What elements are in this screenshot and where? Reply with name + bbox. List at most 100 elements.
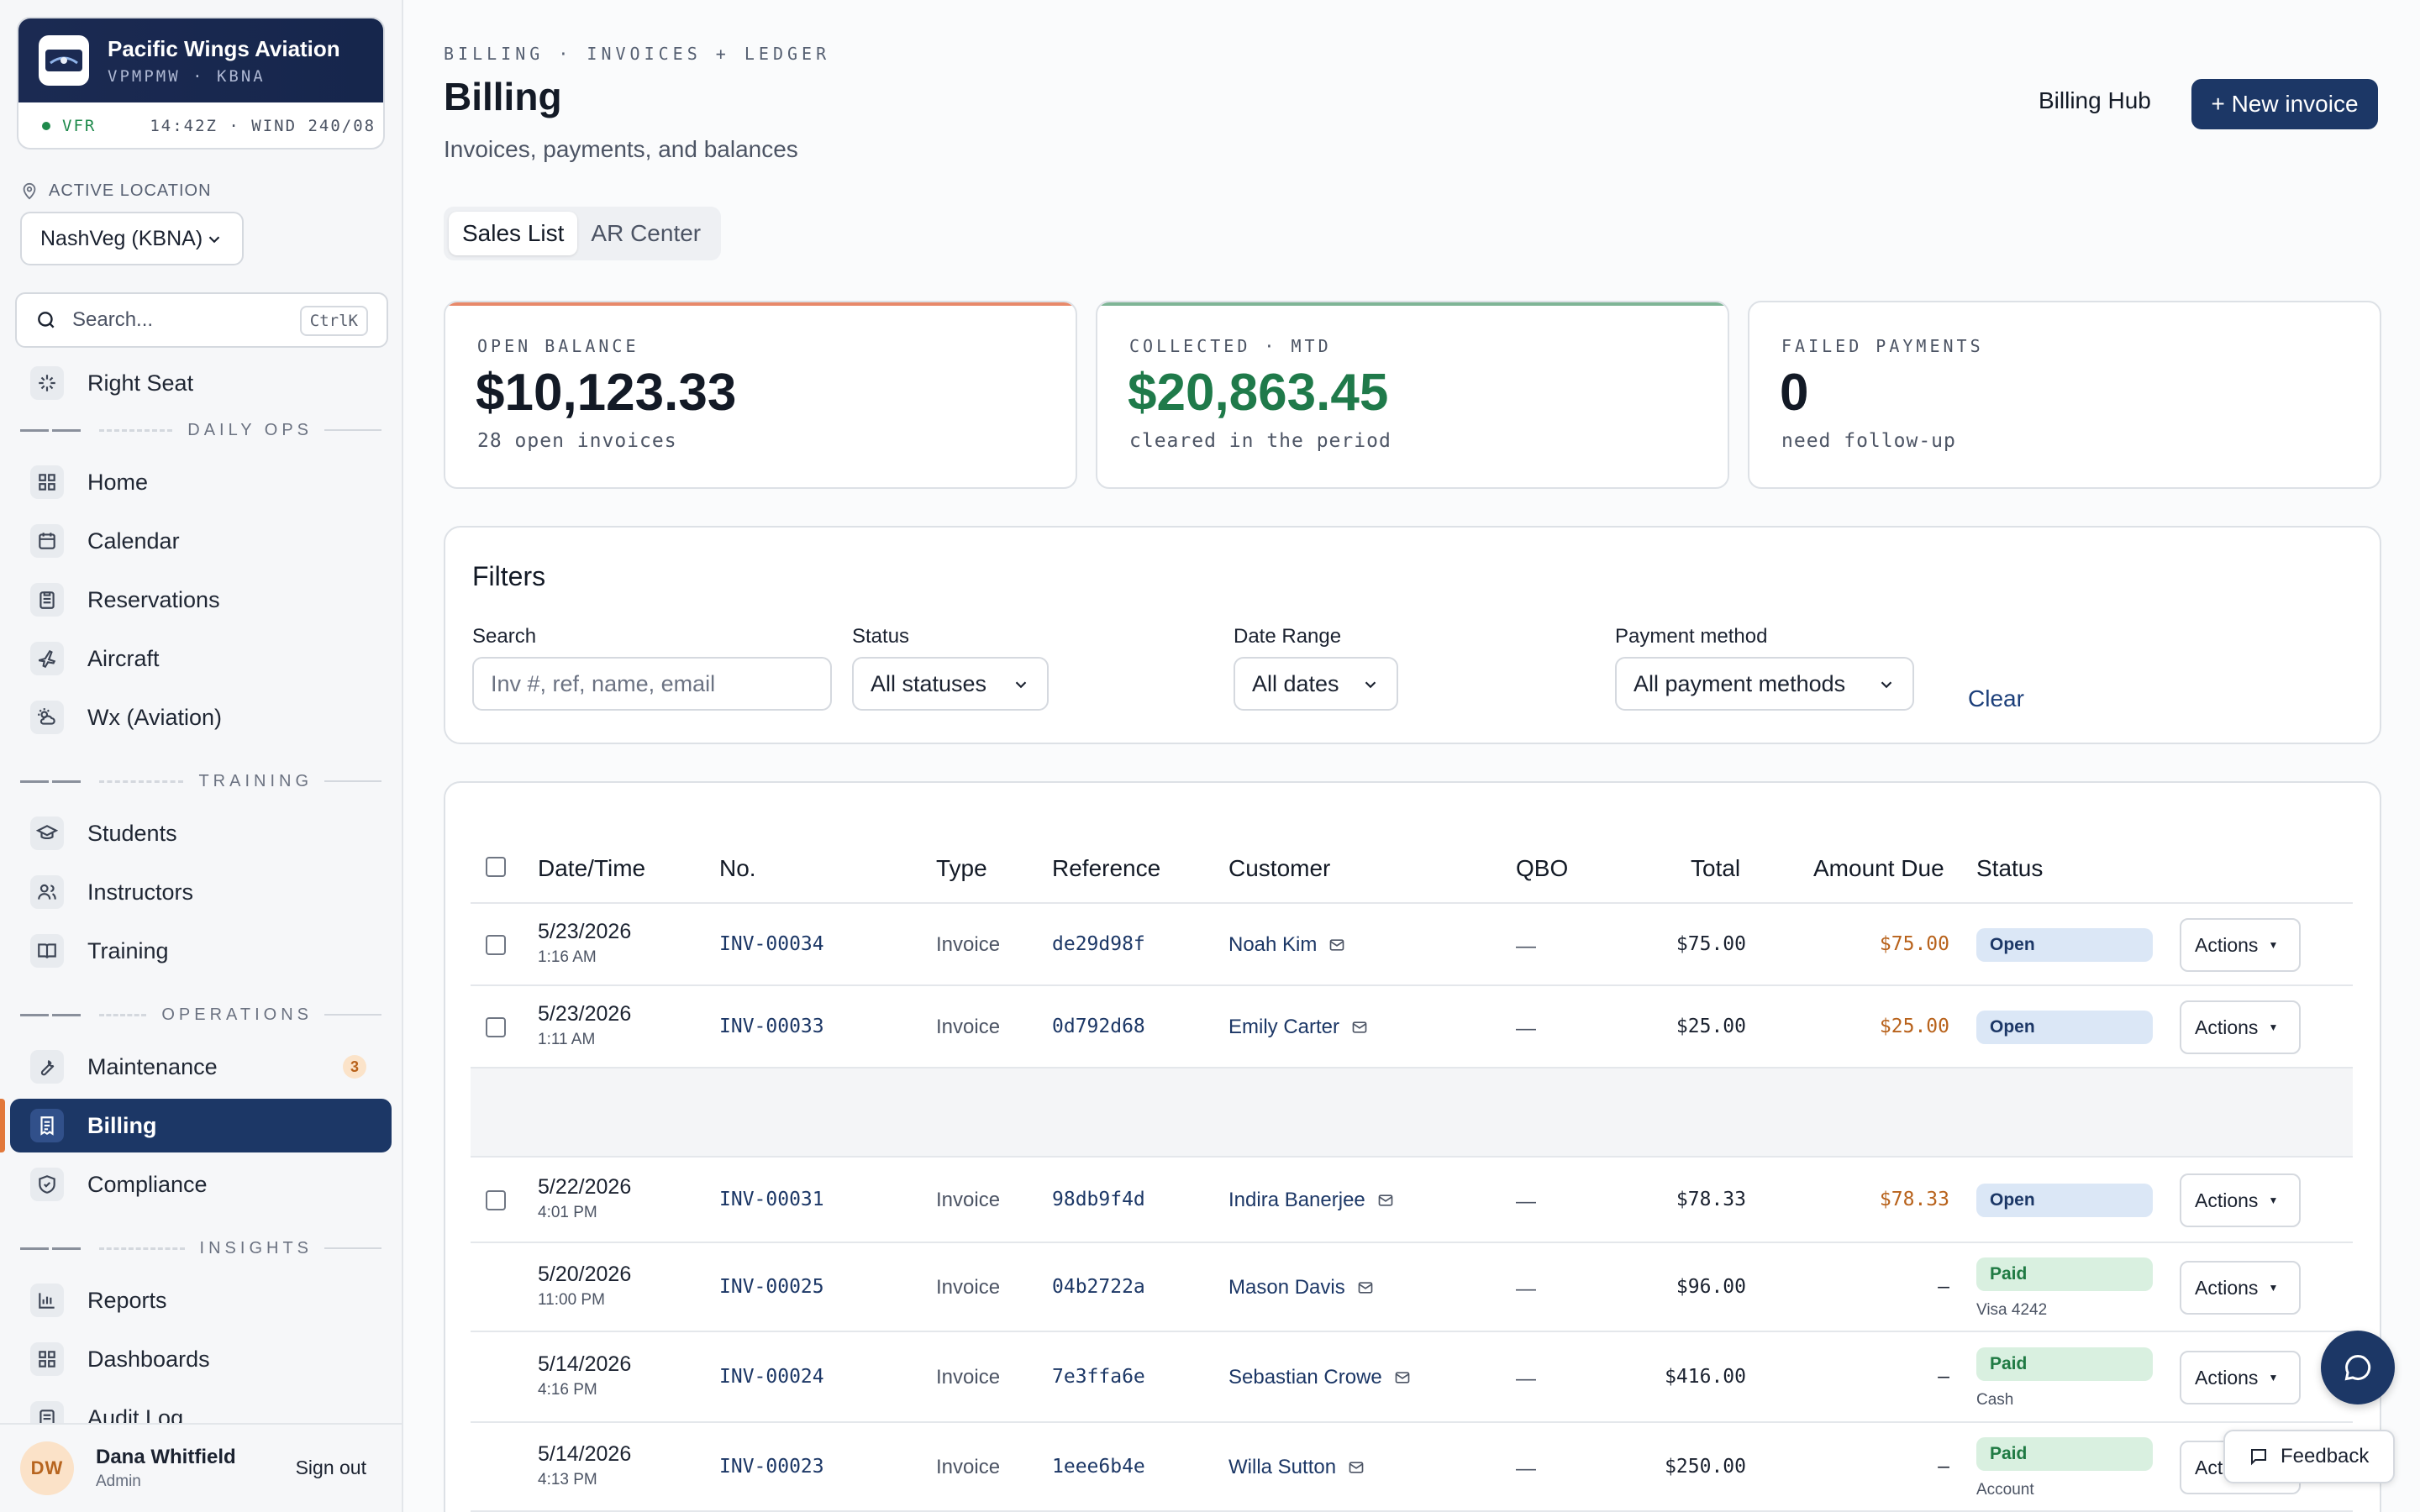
caret-down-icon: ▼ xyxy=(2268,1021,2279,1033)
row-invoice-number[interactable]: INV-00025 xyxy=(719,1276,824,1298)
sidebar-item-reports[interactable]: Reports xyxy=(10,1273,392,1327)
row-type: Invoice xyxy=(936,933,1001,956)
section-operations: OPERATIONS xyxy=(20,1005,381,1024)
tab-sales-list[interactable]: Sales List xyxy=(449,212,578,255)
sidebar-item-dashboards[interactable]: Dashboards xyxy=(10,1332,392,1386)
mail-icon[interactable] xyxy=(1328,937,1345,953)
filter-search-input[interactable]: Inv #, ref, name, email xyxy=(472,657,832,711)
sidebar-item-wx[interactable]: Wx (Aviation) xyxy=(10,690,392,744)
location-select[interactable]: NashVeg (KBNA) xyxy=(20,212,244,265)
select-all-checkbox[interactable] xyxy=(486,857,506,877)
col-amount-due[interactable]: Amount Due xyxy=(1813,855,1944,881)
col-customer[interactable]: Customer xyxy=(1228,855,1331,881)
table-row[interactable] xyxy=(471,904,2353,986)
org-name: Pacific Wings Aviation xyxy=(108,35,340,61)
row-checkbox[interactable] xyxy=(486,1017,506,1037)
row-reference[interactable]: 98db9f4d xyxy=(1052,1189,1145,1210)
row-invoice-number[interactable]: INV-00024 xyxy=(719,1366,824,1388)
clear-filters-link[interactable]: Clear xyxy=(1968,685,2024,711)
feedback-button[interactable]: Feedback xyxy=(2223,1430,2395,1483)
row-actions-button[interactable]: Actions▼ xyxy=(2180,1261,2301,1315)
row-checkbox[interactable] xyxy=(486,1190,506,1210)
table-row[interactable] xyxy=(471,1332,2353,1423)
sidebar-item-home[interactable]: Home xyxy=(10,455,392,509)
row-invoice-number[interactable]: INV-00034 xyxy=(719,933,824,955)
row-actions-button[interactable]: Actions▼ xyxy=(2180,1351,2301,1404)
caret-down-icon: ▼ xyxy=(2268,1282,2279,1294)
row-date: 5/14/2026 xyxy=(538,1442,632,1466)
row-actions-button[interactable]: Actions▼ xyxy=(2180,918,2301,972)
row-customer[interactable]: Sebastian Crowe xyxy=(1228,1366,1411,1389)
table-row[interactable] xyxy=(471,1158,2353,1243)
row-reference[interactable]: 04b2722a xyxy=(1052,1276,1145,1298)
org-card[interactable]: Pacific Wings Aviation VPMPMW · KBNA VFR… xyxy=(17,17,385,150)
payment-method-select[interactable]: All payment methods xyxy=(1615,657,1914,711)
sign-out-button[interactable]: Sign out xyxy=(295,1457,366,1478)
payment-method: Account xyxy=(1976,1481,2034,1499)
status-select[interactable]: All statuses xyxy=(852,657,1049,711)
row-customer[interactable]: Noah Kim xyxy=(1228,933,1345,957)
mail-icon[interactable] xyxy=(1377,1192,1394,1209)
row-time: 4:01 PM xyxy=(538,1204,597,1221)
chat-button[interactable] xyxy=(2321,1331,2395,1404)
row-invoice-number[interactable]: INV-00023 xyxy=(719,1456,824,1478)
sidebar-item-aircraft[interactable]: Aircraft xyxy=(10,632,392,685)
status-badge: Open xyxy=(1976,1011,2153,1044)
sidebar-item-training[interactable]: Training xyxy=(10,924,392,978)
row-customer[interactable]: Emily Carter xyxy=(1228,1016,1368,1039)
row-customer[interactable]: Mason Davis xyxy=(1228,1276,1374,1299)
row-invoice-number[interactable]: INV-00033 xyxy=(719,1016,824,1037)
sidebar-item-reservations[interactable]: Reservations xyxy=(10,573,392,627)
active-location-label: ACTIVE LOCATION xyxy=(20,181,212,201)
mail-icon[interactable] xyxy=(1394,1369,1411,1386)
billing-hub-button[interactable]: Billing Hub xyxy=(2039,87,2151,113)
sidebar-item-calendar[interactable]: Calendar xyxy=(10,514,392,568)
table-row[interactable] xyxy=(471,1243,2353,1332)
mail-icon[interactable] xyxy=(1357,1279,1374,1296)
row-customer[interactable]: Indira Banerjee xyxy=(1228,1189,1394,1212)
row-total: $25.00 xyxy=(1676,1016,1746,1037)
sidebar-item-students[interactable]: Students xyxy=(10,806,392,860)
col-date[interactable]: Date/Time xyxy=(538,855,646,881)
row-qbo: — xyxy=(1516,1190,1536,1213)
row-reference[interactable]: 1eee6b4e xyxy=(1052,1456,1145,1478)
col-total[interactable]: Total xyxy=(1691,855,1741,881)
row-time: 4:13 PM xyxy=(538,1471,597,1488)
mail-icon[interactable] xyxy=(1348,1459,1365,1476)
col-no[interactable]: No. xyxy=(719,855,756,881)
row-customer[interactable]: Willa Sutton xyxy=(1228,1456,1365,1479)
vfr-status-dot xyxy=(42,122,50,130)
row-time: 1:16 AM xyxy=(538,948,597,966)
row-reference[interactable]: de29d98f xyxy=(1052,933,1145,955)
table-row[interactable] xyxy=(471,1068,2353,1158)
row-actions-button[interactable]: Actions▼ xyxy=(2180,1000,2301,1054)
sidebar-item-maintenance[interactable]: Maintenance 3 xyxy=(10,1040,392,1094)
row-checkbox[interactable] xyxy=(486,935,506,955)
sidebar-item-billing[interactable]: Billing xyxy=(10,1099,392,1152)
col-qbo[interactable]: QBO xyxy=(1516,855,1569,881)
page-title: Billing xyxy=(444,75,562,118)
row-reference[interactable]: 7e3ffa6e xyxy=(1052,1366,1145,1388)
row-qbo: — xyxy=(1516,935,1536,958)
row-reference[interactable]: 0d792d68 xyxy=(1052,1016,1145,1037)
new-invoice-button[interactable]: + New invoice xyxy=(2191,79,2378,129)
avatar[interactable]: DW xyxy=(20,1441,74,1495)
sidebar-search-input[interactable]: Search... CtrlK xyxy=(15,292,388,348)
sidebar-item-compliance[interactable]: Compliance xyxy=(10,1158,392,1211)
row-total: $96.00 xyxy=(1676,1276,1746,1298)
tab-ar-center[interactable]: AR Center xyxy=(591,220,702,246)
row-qbo: — xyxy=(1516,1278,1536,1300)
row-total: $250.00 xyxy=(1665,1456,1746,1478)
sidebar-item-right-seat[interactable]: Right Seat xyxy=(10,356,392,410)
row-actions-button[interactable]: Actions▼ xyxy=(2180,1173,2301,1227)
table-row[interactable] xyxy=(471,1423,2353,1512)
table-row[interactable] xyxy=(471,986,2353,1068)
col-type[interactable]: Type xyxy=(936,855,987,881)
date-range-select[interactable]: All dates xyxy=(1234,657,1398,711)
dashboard-icon xyxy=(39,1351,55,1368)
mail-icon[interactable] xyxy=(1351,1019,1368,1036)
col-reference[interactable]: Reference xyxy=(1052,855,1161,881)
row-invoice-number[interactable]: INV-00031 xyxy=(719,1189,824,1210)
col-status[interactable]: Status xyxy=(1976,855,2044,881)
sidebar-item-instructors[interactable]: Instructors xyxy=(10,865,392,919)
